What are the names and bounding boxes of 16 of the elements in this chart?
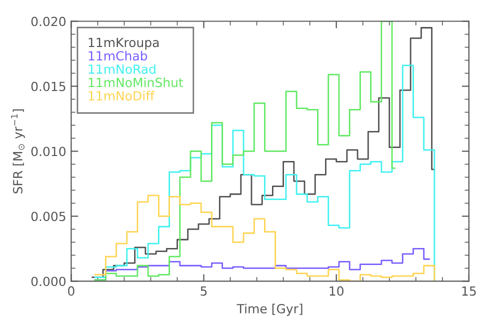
x-tick-label: 10 <box>330 286 344 296</box>
y-tick-label: 0.005 <box>31 212 66 222</box>
legend-label: 11mKroupa <box>88 38 159 50</box>
text: 11mChab <box>88 50 148 61</box>
x-tick-label: 5 <box>200 286 207 296</box>
x-tick-label: 15 <box>462 286 476 296</box>
x-axis-title: Time [Gyr] <box>236 304 302 316</box>
text: 11mNoMinShut <box>88 78 184 88</box>
y-axis-title: SFR [M$_{⊙}$ yr$^{−1}$] <box>11 109 25 194</box>
y-tick-label: 0.020 <box>31 16 66 26</box>
y-tick-label: 0.015 <box>31 82 66 92</box>
y-tick-label: 0.010 <box>31 146 66 156</box>
y-tick-label: 0.000 <box>31 276 66 286</box>
text: 11mNoDiff <box>88 90 155 101</box>
text: 11mNoRad <box>88 64 156 74</box>
x-tick-label: 0 <box>68 286 74 296</box>
